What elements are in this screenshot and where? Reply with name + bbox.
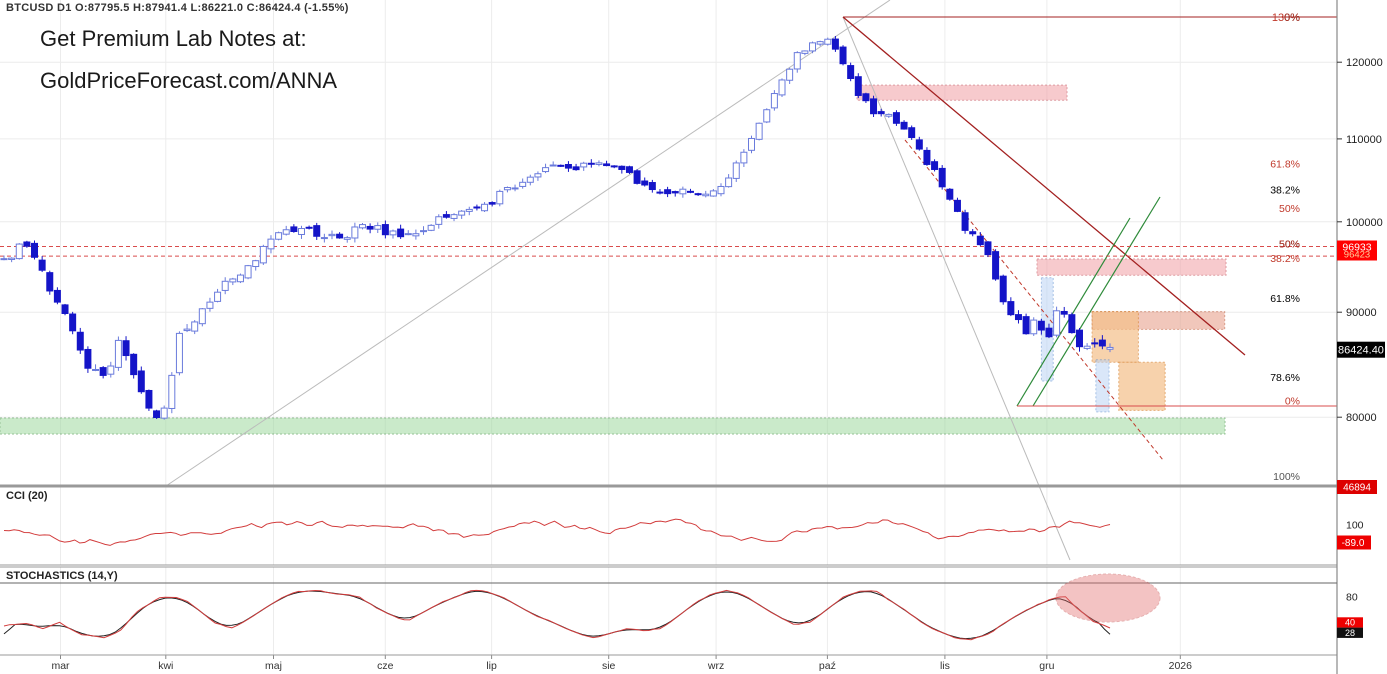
svg-text:96423: 96423 [1344, 250, 1370, 261]
svg-text:gru: gru [1039, 660, 1054, 672]
svg-text:38.2%: 38.2% [1270, 253, 1300, 265]
svg-text:80: 80 [1346, 591, 1358, 603]
svg-text:120000: 120000 [1346, 57, 1383, 69]
svg-text:sie: sie [602, 660, 616, 672]
svg-text:STOCHASTICS (14,Y): STOCHASTICS (14,Y) [6, 570, 118, 582]
svg-text:GoldPriceForecast.com/ANNA: GoldPriceForecast.com/ANNA [40, 68, 337, 93]
svg-text:78.6%: 78.6% [1270, 372, 1300, 384]
svg-text:2026: 2026 [1169, 660, 1193, 672]
svg-text:28: 28 [1345, 628, 1355, 638]
svg-text:cze: cze [377, 660, 394, 672]
svg-text:lis: lis [940, 660, 950, 672]
svg-text:50%: 50% [1279, 239, 1300, 251]
svg-text:kwi: kwi [158, 660, 173, 672]
svg-text:50%: 50% [1279, 203, 1300, 215]
svg-text:46894: 46894 [1343, 483, 1371, 494]
svg-text:mar: mar [51, 660, 70, 672]
svg-text:lip: lip [486, 660, 497, 672]
svg-text:90000: 90000 [1346, 307, 1377, 319]
svg-text:61.8%: 61.8% [1270, 293, 1300, 305]
svg-text:38.2%: 38.2% [1270, 184, 1300, 196]
svg-text:Get Premium Lab Notes at:: Get Premium Lab Notes at: [40, 26, 307, 51]
svg-text:100000: 100000 [1346, 217, 1383, 229]
svg-text:wrz: wrz [707, 660, 724, 672]
svg-text:0%: 0% [1285, 396, 1300, 408]
svg-text:-89.0: -89.0 [1342, 538, 1365, 549]
svg-text:BTCUSD D1 O:87795.5 H:87941: BTCUSD D1 O:87795.5 H:87941.4 L:86221.0 … [6, 2, 349, 14]
svg-text:86424.40: 86424.40 [1338, 345, 1384, 357]
svg-text:110000: 110000 [1346, 134, 1382, 146]
svg-text:130%: 130% [1272, 12, 1300, 24]
svg-text:CCI (20): CCI (20) [6, 490, 48, 502]
svg-text:61.8%: 61.8% [1270, 159, 1300, 171]
svg-text:100%: 100% [1273, 471, 1300, 483]
svg-text:80000: 80000 [1346, 412, 1377, 424]
svg-text:100: 100 [1346, 520, 1364, 532]
svg-text:40: 40 [1345, 618, 1355, 628]
svg-text:paź: paź [819, 660, 836, 672]
svg-text:maj: maj [265, 660, 282, 672]
